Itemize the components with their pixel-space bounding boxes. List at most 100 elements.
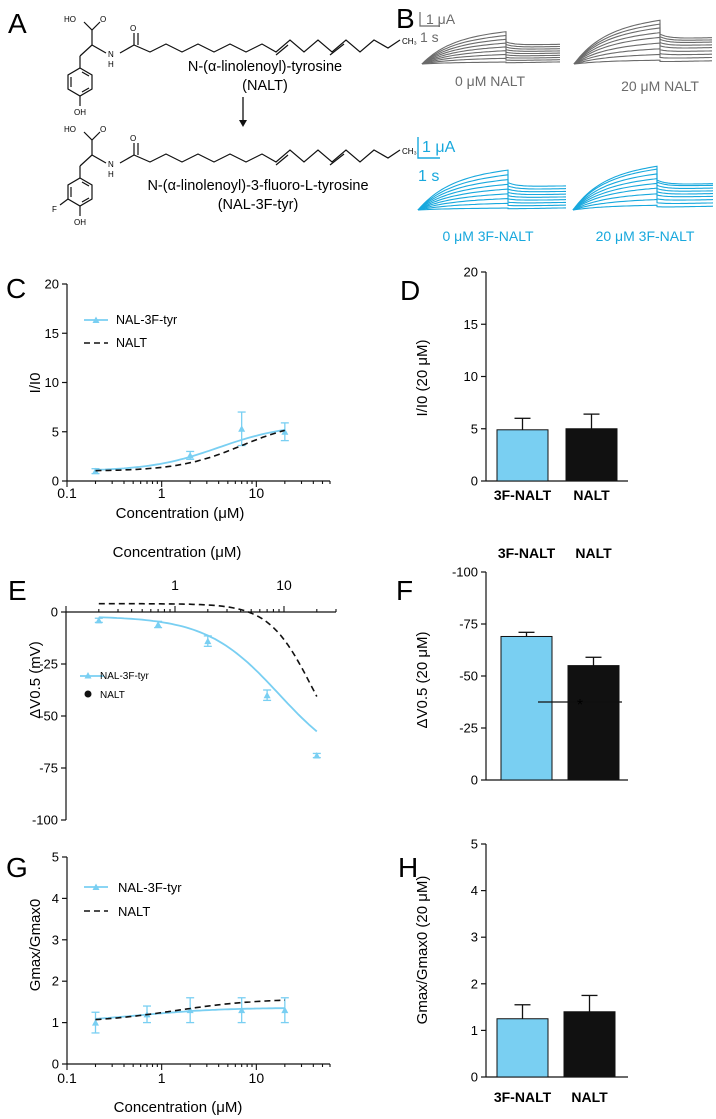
chart-f-category-label: 3F-NALT xyxy=(498,545,556,561)
chart-d-ylabel: I/I0 (20 μM) xyxy=(414,340,431,417)
chart-c-legend-2: NALT xyxy=(116,336,147,350)
trace-0-3f xyxy=(417,207,566,211)
chart-e-ytick-label: -75 xyxy=(39,761,58,776)
chart-c-legend-1: NAL-3F-tyr xyxy=(116,313,177,327)
chart-c-data-point xyxy=(281,428,289,435)
chart-c-ytick-label: 0 xyxy=(52,474,59,489)
chart-e-data-point xyxy=(263,691,271,699)
panel-label-d: D xyxy=(400,275,420,306)
atom-o-3: O xyxy=(100,125,106,134)
compound-name-nalt: N-(α-linolenoyl)-tyrosine xyxy=(188,59,342,75)
trace-20-nalt xyxy=(573,59,712,65)
atom-ho-2: HO xyxy=(64,125,76,134)
atom-n-1: N xyxy=(108,50,114,59)
chart-e-data-point xyxy=(154,620,162,628)
panel-label-b: B xyxy=(396,3,415,34)
structure-nal-3f-tyr xyxy=(59,131,401,216)
chart-e-xtick-label: 10 xyxy=(276,577,292,593)
trace-0-3f xyxy=(417,202,567,211)
trace-label-0-3f: 0 μM 3F-NALT xyxy=(442,228,533,244)
panel-label-e: E xyxy=(8,575,27,606)
chart-f-bar-nalt xyxy=(567,665,620,781)
chart-h-ytick-label: 4 xyxy=(471,883,478,898)
chart-g-ytick-label: 0 xyxy=(52,1057,59,1072)
chart-h-ylabel: Gmax/Gmax0 (20 μM) xyxy=(414,876,431,1025)
trace-label-0-nalt: 0 μM NALT xyxy=(455,73,525,89)
atom-f: F xyxy=(52,205,57,214)
chart-g-ytick-label: 5 xyxy=(52,850,59,865)
chart-c-xtick-label: 10 xyxy=(249,485,265,501)
arrow-head-icon xyxy=(239,120,247,127)
trace-label-20-nalt: 20 μM NALT xyxy=(621,78,699,94)
chart-f-ytick-label: -25 xyxy=(459,721,478,736)
chart-g-ytick-label: 1 xyxy=(52,1015,59,1030)
trace-0-3f xyxy=(417,198,566,211)
chart-h-category-label: 3F-NALT xyxy=(494,1089,552,1105)
chart-c-fit-nalt xyxy=(95,429,285,472)
chart-d-ytick-label: 20 xyxy=(464,265,478,280)
chart-c-ytick-label: 10 xyxy=(45,375,59,390)
compound-name-nal-3f-tyr: N-(α-linolenoyl)-3-fluoro-L-tyrosine xyxy=(147,178,368,194)
structure-nalt xyxy=(67,21,401,106)
atom-o-1: O xyxy=(100,15,106,24)
chart-h-ytick-label: 0 xyxy=(471,1070,478,1085)
chart-e-legend-marker-blue xyxy=(84,672,92,679)
chart-f-ytick-label: -100 xyxy=(452,565,478,580)
chart-c-legend-marker-blue xyxy=(92,316,100,323)
compound-abbr-nalt: (NALT) xyxy=(242,78,288,94)
chart-h-bar-nalt xyxy=(563,1011,616,1078)
chart-h-bar-3f-nalt xyxy=(496,1018,549,1078)
atom-ch3-2: CH₃ xyxy=(402,147,417,156)
atom-n-2: N xyxy=(108,160,114,169)
chart-g-xtick-label: 0.1 xyxy=(57,1070,77,1086)
chart-e-data-point xyxy=(204,637,212,645)
trace-20-3f xyxy=(572,198,714,211)
atom-oh-2: OH xyxy=(74,218,86,227)
chart-g-xtick-label: 10 xyxy=(249,1070,265,1086)
trace-20-nalt xyxy=(573,42,712,65)
chart-c-ytick-label: 15 xyxy=(45,326,59,341)
chart-g-data-point xyxy=(91,1019,99,1026)
chart-e-ytick-label: -25 xyxy=(39,657,58,672)
chart-d-category-label: 3F-NALT xyxy=(494,487,552,503)
chart-g-legend-1: NAL-3F-tyr xyxy=(118,880,182,895)
scale-bar-gray xyxy=(419,12,440,27)
current-traces xyxy=(417,19,714,211)
chart-h-ytick-label: 3 xyxy=(471,930,478,945)
chart-e-data-point xyxy=(313,752,321,759)
chart-f-category-label: NALT xyxy=(575,545,612,561)
chart-g-data-point xyxy=(186,1006,194,1014)
chart-e-data-point xyxy=(95,616,103,624)
trace-0-nalt xyxy=(421,31,560,65)
scale-label-ua-blue: 1 μA xyxy=(422,139,456,156)
trace-label-20-3f: 20 μM 3F-NALT xyxy=(596,228,695,244)
chart-e-xlabel: Concentration (μM) xyxy=(113,544,242,561)
trace-0-nalt xyxy=(421,53,560,65)
scale-label-s-blue: 1 s xyxy=(418,168,439,185)
chart-g-data-point xyxy=(281,1006,289,1014)
chart-g-xlabel: Concentration (μM) xyxy=(114,1099,243,1116)
chart-e-ytick-label: 0 xyxy=(51,605,58,620)
chart-g-legend-marker-blue xyxy=(92,883,100,890)
panel-label-a: A xyxy=(8,8,27,39)
compound-abbr-nal-3f-tyr: (NAL-3F-tyr) xyxy=(218,197,299,213)
chart-f-ylabel: ΔV0.5 (20 μM) xyxy=(414,631,431,728)
chart-g-xtick-label: 1 xyxy=(158,1070,166,1086)
trace-0-3f xyxy=(417,193,567,211)
chart-h-ytick-label: 1 xyxy=(471,1023,478,1038)
chart-d-ytick-label: 15 xyxy=(464,317,478,332)
trace-20-nalt xyxy=(573,53,712,65)
chart-g-legend-2: NALT xyxy=(118,904,150,919)
panel-label-c: C xyxy=(6,273,26,304)
atom-h-2: H xyxy=(108,170,114,179)
trace-20-3f xyxy=(572,204,714,211)
chart-c-xtick-label: 1 xyxy=(158,485,166,501)
atom-h-1: H xyxy=(108,60,114,69)
trace-0-nalt xyxy=(421,61,560,65)
chart-f-significance: * xyxy=(577,697,583,714)
chart-d-category-label: NALT xyxy=(573,487,610,503)
chart-c-xlabel: Concentration (μM) xyxy=(116,505,245,522)
chart-d-bar-nalt xyxy=(565,428,618,482)
trace-20-nalt xyxy=(573,48,712,65)
